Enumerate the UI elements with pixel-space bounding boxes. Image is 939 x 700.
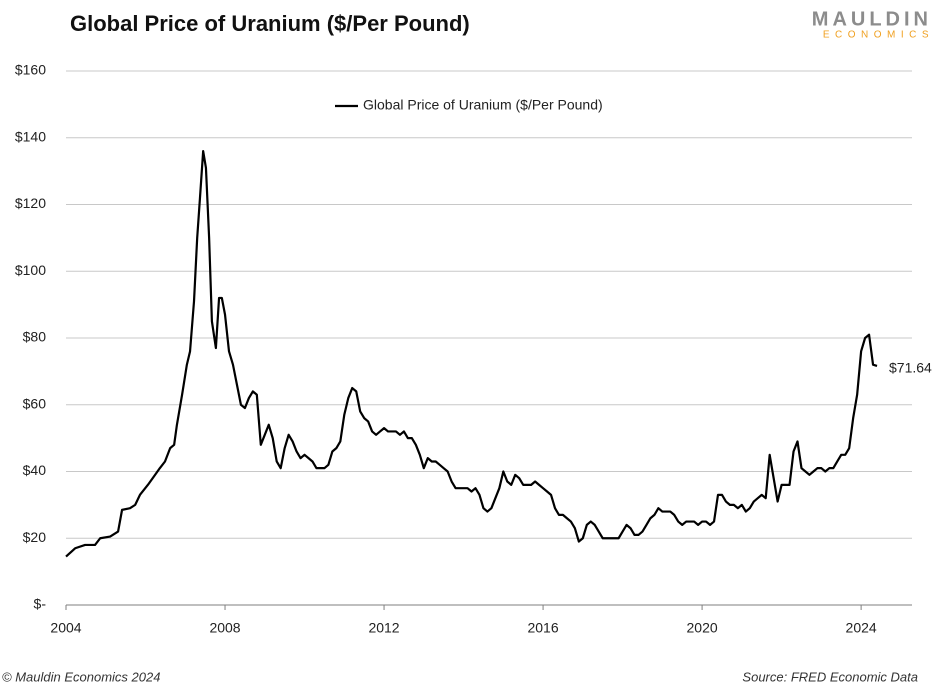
footer-right: Source: FRED Economic Data: [742, 669, 918, 684]
y-tick-label: $60: [23, 395, 47, 411]
price-line: [65, 150, 878, 558]
logo-subtitle: ECONOMICS: [823, 30, 934, 41]
x-tick-label: 2016: [527, 620, 558, 636]
y-tick-label: $20: [23, 529, 47, 545]
y-tick-label: $160: [15, 62, 46, 78]
chart-title: Global Price of Uranium ($/Per Pound): [70, 11, 470, 36]
y-tick-label: $140: [15, 128, 46, 144]
x-tick-label: 2008: [209, 620, 240, 636]
x-tick-label: 2024: [846, 620, 877, 636]
y-tick-label: $100: [15, 262, 46, 278]
end-label: $71.64: [889, 360, 932, 376]
footer-left: © Mauldin Economics 2024: [2, 669, 160, 684]
logo: MAULDIN: [812, 8, 932, 30]
y-tick-label: $120: [15, 195, 46, 211]
x-tick-label: 2012: [368, 620, 399, 636]
y-tick-label: $40: [23, 462, 47, 478]
y-tick-label: $80: [23, 329, 47, 345]
x-tick-label: 2020: [687, 620, 718, 636]
legend-label: Global Price of Uranium ($/Per Pound): [363, 97, 603, 113]
x-tick-label: 2004: [50, 620, 81, 636]
y-tick-label: $-: [34, 596, 47, 612]
